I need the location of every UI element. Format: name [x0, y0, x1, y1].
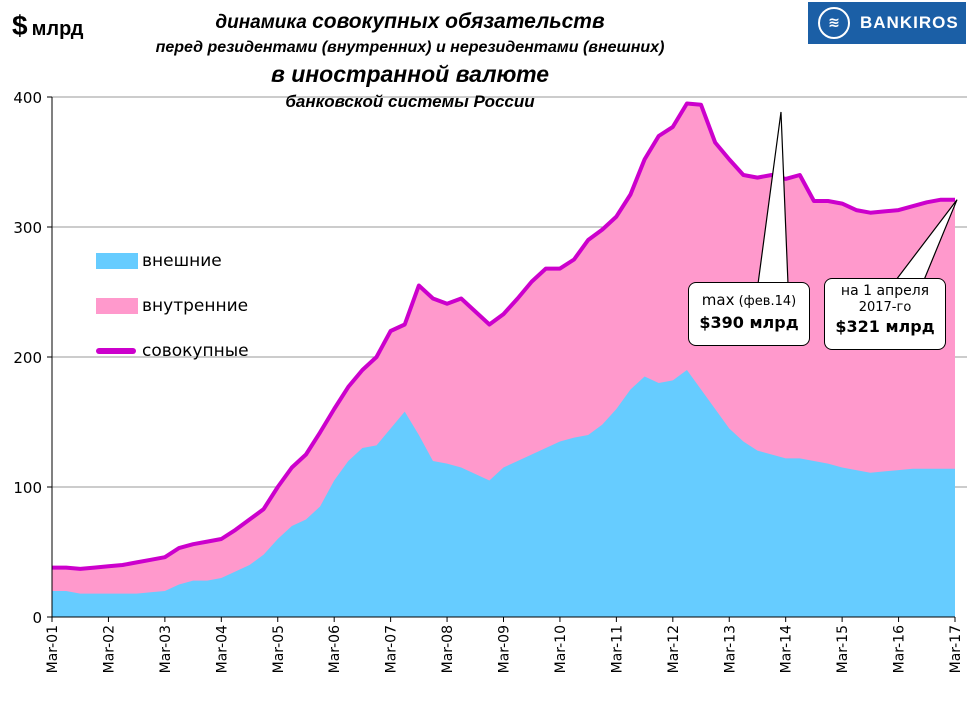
x-tick-label-Mar-02: Mar-02	[101, 625, 117, 673]
x-tick-labels: Mar-01 Mar-02 Mar-03 Mar-04 Mar-05 Mar-06 Mar-…	[45, 625, 964, 673]
y-tick-labels: 0 100 200 300 400	[13, 89, 42, 627]
x-tick-label-Mar-16: Mar-16	[892, 625, 908, 673]
x-tick-label-Mar-05: Mar-05	[271, 625, 287, 673]
unit-label: $ млрд	[12, 10, 84, 42]
x-tick-label-Mar-11: Mar-11	[609, 625, 625, 673]
title-line-4: банковской системы России	[285, 92, 535, 111]
callout-current-value: $321 млрд	[835, 317, 935, 336]
x-tick-label-Mar-10: Mar-10	[553, 625, 569, 673]
y-tick-label-300: 300	[13, 219, 42, 237]
logo: ≋ BANKIROS	[808, 2, 966, 44]
legend-label-external: внешние	[142, 250, 222, 271]
callout-max-label: max	[701, 291, 735, 309]
x-tick-label-Mar-08: Mar-08	[440, 625, 456, 673]
callout-max-date: (фев.14)	[734, 294, 797, 309]
y-tick-label-200: 200	[13, 349, 42, 367]
callout-max-line1: max (фев.14)	[689, 283, 809, 312]
x-tick-label-Mar-14: Mar-14	[779, 625, 795, 673]
y-tick-label-400: 400	[13, 89, 42, 107]
legend: внешние внутренние совокупные	[96, 238, 249, 373]
x-tick-label-Mar-17: Mar-17	[948, 625, 964, 673]
x-tick-label-Mar-12: Mar-12	[666, 625, 682, 673]
unit-dollar: $	[12, 10, 28, 41]
x-tick-label-Mar-13: Mar-13	[722, 625, 738, 673]
y-tick-label-100: 100	[13, 479, 42, 497]
legend-swatch-external	[96, 252, 138, 269]
x-tick-label-Mar-06: Mar-06	[327, 625, 343, 673]
legend-label-total: совокупные	[142, 340, 249, 361]
line-total	[52, 101, 955, 571]
legend-item-total: совокупные	[96, 328, 249, 373]
legend-item-external: внешние	[96, 238, 249, 283]
callout-max-value: $390 млрд	[699, 313, 799, 332]
x-tick-label-Mar-03: Mar-03	[158, 625, 174, 673]
callout-current-line2: 2017-го	[858, 300, 912, 315]
title-line-1: динамика совокупных обязательств	[120, 8, 700, 37]
axes	[47, 96, 956, 622]
title-line-3: в иностранной валюте	[270, 61, 550, 87]
unit-mlrd: млрд	[31, 18, 84, 40]
bankiros-logo-icon: ≋	[818, 7, 850, 39]
title-line-1b: совокупных обязательств	[312, 10, 605, 33]
x-tick-label-Mar-09: Mar-09	[497, 625, 513, 673]
legend-swatch-internal	[96, 297, 138, 314]
x-tick-label-Mar-07: Mar-07	[384, 625, 400, 673]
legend-item-internal: внутренние	[96, 283, 249, 328]
title-line-1a: динамика	[215, 12, 313, 33]
logo-text: BANKIROS	[860, 13, 959, 32]
y-tick-label-0: 0	[32, 609, 42, 627]
area-external	[52, 370, 955, 617]
x-tick-label-Mar-01: Mar-01	[45, 625, 61, 673]
callout-current: на 1 апреля 2017-го $321 млрд	[824, 278, 946, 350]
legend-label-internal: внутренние	[142, 295, 249, 316]
title-line-2: перед резидентами (внутренних) и нерезид…	[155, 39, 665, 56]
legend-swatch-total	[96, 347, 136, 354]
x-tick-label-Mar-15: Mar-15	[835, 625, 851, 673]
callout-current-line1: на 1 апреля	[840, 283, 930, 299]
chart-title: динамика совокупных обязательств перед р…	[120, 8, 700, 115]
x-tick-label-Mar-04: Mar-04	[214, 625, 230, 673]
callout-max: max (фев.14) $390 млрд	[688, 282, 810, 346]
